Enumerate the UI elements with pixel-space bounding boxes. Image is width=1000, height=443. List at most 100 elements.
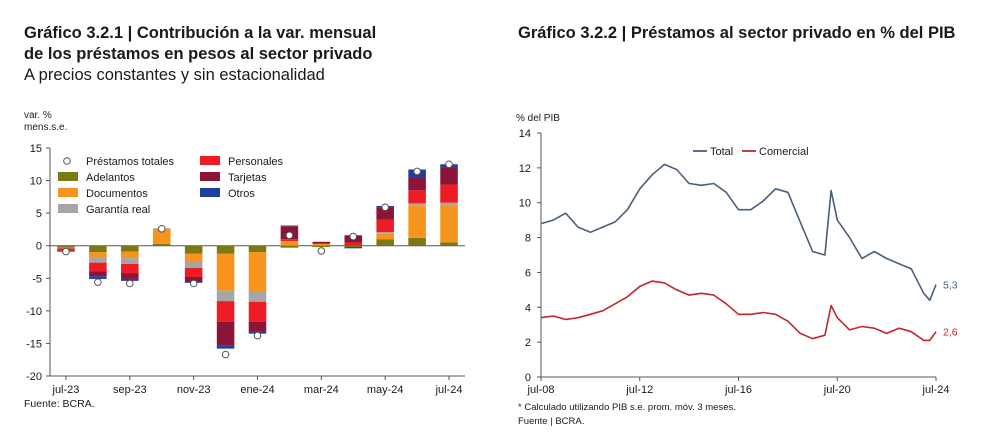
left-chart-title-line1: Gráfico 3.2.1 | Contribución a la var. m… (24, 24, 377, 42)
legend-label: Comercial (759, 146, 809, 158)
bar-segment-adelantos (216, 245, 235, 254)
bar-segment-garantia (216, 290, 235, 302)
legend-label: Préstamos totales (86, 156, 175, 168)
bar-segment-documentos (280, 241, 299, 246)
legend-swatch-personales (200, 156, 220, 165)
right-y-tick-label: 14 (519, 128, 531, 140)
left-y-tick-label: 5 (36, 208, 42, 220)
right-chart-panel: Gráfico 3.2.2 | Préstamos al sector priv… (500, 0, 1000, 443)
total-marker (253, 331, 262, 340)
left-ylabel-line1: var. % (24, 110, 52, 121)
right-y-tick-label: 0 (525, 372, 531, 384)
left-bar-chart: var. % mens.s.e. Fuente: BCRA. 15 10 5 0 -5 -… (24, 110, 465, 410)
left-y-tick-label: 0 (36, 241, 42, 253)
bar-segment-garantia (280, 241, 299, 242)
legend-swatch-garantia (58, 204, 78, 213)
left-x-tick-label: jul-24 (435, 384, 463, 396)
right-x-tick-label: jul-20 (823, 384, 851, 396)
bar-segment-adelantos (121, 245, 139, 252)
right-y-tick-label: 2 (525, 337, 531, 349)
total-marker (189, 279, 198, 288)
left-x-tick-label: sep-23 (113, 384, 147, 396)
bar-segment-documentos (376, 233, 394, 240)
left-x-tick-label: ene-24 (240, 384, 274, 396)
bar-segment-adelantos (408, 237, 426, 246)
bar-segment-documentos (152, 228, 171, 244)
bar-segment-personales (280, 239, 299, 242)
total-marker (157, 224, 166, 233)
bar-segment-garantia (184, 262, 203, 268)
bar-segment-garantia (408, 203, 426, 206)
bar-segment-adelantos (152, 243, 171, 246)
left-x-tick-label: mar-24 (304, 384, 339, 396)
bar-segment-tarjetas (184, 276, 203, 282)
bar-segment-documentos (216, 253, 235, 291)
right-line-chart: % del PIB * Calculado utilizando PIB s.e… (516, 113, 958, 427)
bar-segment-personales (248, 301, 267, 322)
bar-segment-documentos (440, 205, 458, 243)
legend-label: Personales (228, 156, 284, 168)
bar-segment-tarjetas (440, 167, 458, 185)
bar-segment-adelantos (440, 242, 458, 246)
right-chart-title: Gráfico 3.2.2 | Préstamos al sector priv… (518, 24, 956, 42)
total-marker (62, 247, 70, 256)
total-marker (445, 160, 453, 169)
bar-segment-personales (408, 190, 426, 204)
bar-segment-adelantos (280, 245, 299, 248)
right-y-tick-label: 8 (525, 233, 531, 245)
legend-swatch-otros (200, 188, 220, 197)
right-x-tick-label: jul-24 (922, 384, 950, 396)
bar-segment-adelantos (184, 245, 203, 254)
left-y-tick-label: -10 (26, 306, 42, 318)
bar-segment-adelantos (89, 245, 107, 253)
bar-segment-adelantos (57, 245, 75, 248)
legend-label: Total (710, 146, 733, 158)
legend-label: Documentos (86, 188, 148, 200)
bar-segment-personales (121, 263, 139, 274)
legend-swatch-tarjetas (200, 172, 220, 181)
legend-label: Otros (228, 188, 255, 200)
bar-segment-personales (376, 219, 394, 233)
left-chart-subtitle: A precios constantes y sin estacionalida… (24, 66, 325, 84)
bar-segment-tarjetas (121, 273, 139, 279)
legend-swatch-totals (63, 157, 71, 165)
bar-segment-personales (184, 267, 203, 277)
legend-label: Garantía real (86, 204, 150, 216)
right-x-tick-label: jul-08 (527, 384, 555, 396)
legend-label: Tarjetas (228, 172, 267, 184)
left-ylabel-line2: mens.s.e. (24, 122, 67, 133)
bar-segment-garantia (121, 258, 139, 264)
bar-segment-documentos (408, 205, 426, 238)
series-line-comercial_line (540, 280, 937, 342)
total-marker (381, 203, 389, 212)
total-marker (94, 278, 102, 286)
legend-label: Adelantos (86, 172, 135, 184)
bar-segment-tarjetas (312, 241, 331, 244)
bar-segment-personales (89, 262, 107, 272)
bar-segment-tarjetas (89, 271, 107, 277)
series-end-label: 5,3 (943, 280, 958, 292)
right-y-tick-label: 12 (519, 163, 531, 175)
left-y-tick-label: -5 (32, 273, 42, 285)
left-chart-title-line2: de los préstamos en pesos al sector priv… (24, 45, 373, 63)
bar-segment-adelantos (312, 245, 331, 248)
total-marker (285, 231, 294, 240)
bar-segment-garantia (89, 257, 107, 263)
bar-segment-documentos (248, 252, 267, 292)
right-y-tick-label: 10 (519, 198, 531, 210)
left-y-tick-label: 10 (30, 176, 42, 188)
left-x-tick-label: may-24 (367, 384, 404, 396)
left-source: Fuente: BCRA. (24, 398, 95, 410)
bar-segment-documentos (312, 243, 331, 246)
bar-segment-garantia (440, 202, 458, 206)
bar-segment-otros (216, 345, 235, 349)
bar-segment-garantia (248, 291, 267, 302)
bar-segment-personales (344, 242, 363, 246)
total-marker (413, 167, 421, 176)
right-x-tick-label: jul-12 (625, 384, 653, 396)
left-y-tick-label: -20 (26, 371, 42, 383)
bar-segment-garantia (376, 232, 394, 234)
right-y-tick-label: 6 (525, 267, 531, 279)
bar-segment-otros (89, 276, 107, 279)
bar-segment-documentos (121, 251, 139, 259)
